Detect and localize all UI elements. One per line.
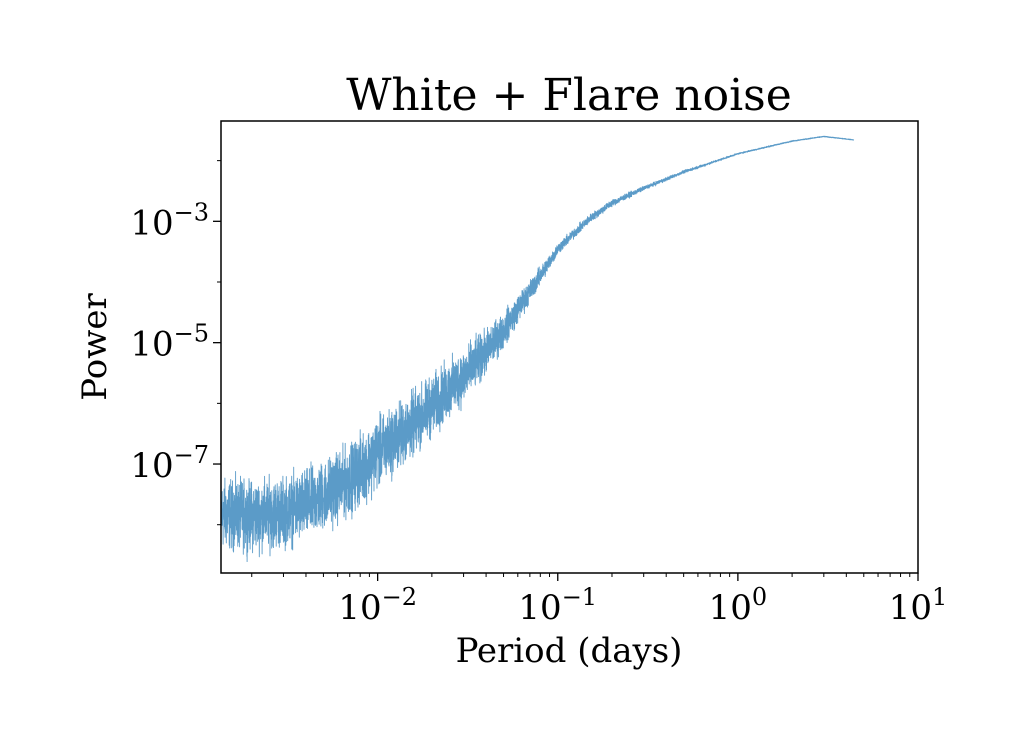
x-tick-label: 10−2 — [338, 583, 417, 628]
chart-title: White + Flare noise — [346, 70, 792, 121]
series-line-0 — [221, 135, 855, 563]
x-tick-label: 100 — [709, 583, 768, 628]
x-tick-label: 101 — [889, 583, 948, 628]
y-tick-label: 10−5 — [130, 320, 209, 365]
x-tick-label: 10−1 — [518, 583, 597, 628]
y-tick-label: 10−7 — [130, 441, 209, 486]
plot-frame — [220, 120, 919, 574]
y-tick-label: 10−3 — [130, 198, 209, 243]
x-axis-label: Period (days) — [456, 631, 683, 671]
y-axis-label: Power — [75, 293, 115, 401]
